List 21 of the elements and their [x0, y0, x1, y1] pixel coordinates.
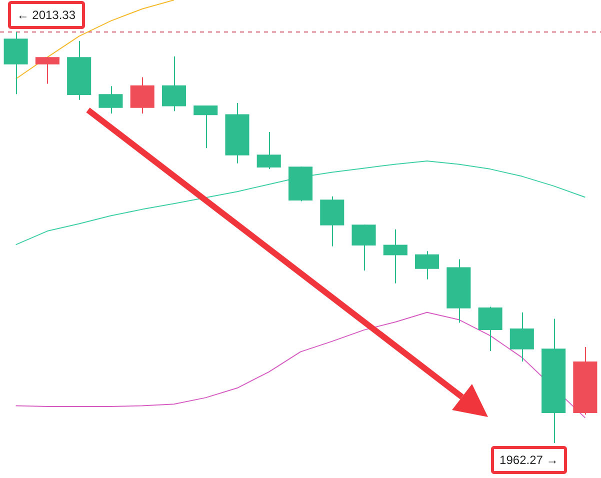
candlestick: [288, 166, 313, 202]
candlestick: [446, 258, 471, 324]
candlestick: [573, 346, 598, 416]
text: 1962.27 →: [490, 446, 568, 474]
candlestick: [194, 104, 218, 149]
candlestick: [478, 306, 502, 352]
candlestick: [256, 132, 281, 170]
candlestick: [162, 56, 186, 112]
candlestick: [67, 40, 92, 100]
annotation: ← 2013.33: [8, 0, 85, 29]
candlestick: [130, 76, 154, 114]
candlestick: [4, 31, 28, 95]
candlestick: [383, 228, 408, 284]
candlestick: [320, 196, 344, 247]
candlestick: [510, 312, 534, 362]
candlestick: [415, 250, 440, 280]
candlestick: [35, 56, 60, 84]
candlestick: [98, 86, 123, 114]
candlestick: [225, 102, 250, 164]
candlestick: [352, 224, 376, 271]
candlestick: [542, 318, 566, 444]
